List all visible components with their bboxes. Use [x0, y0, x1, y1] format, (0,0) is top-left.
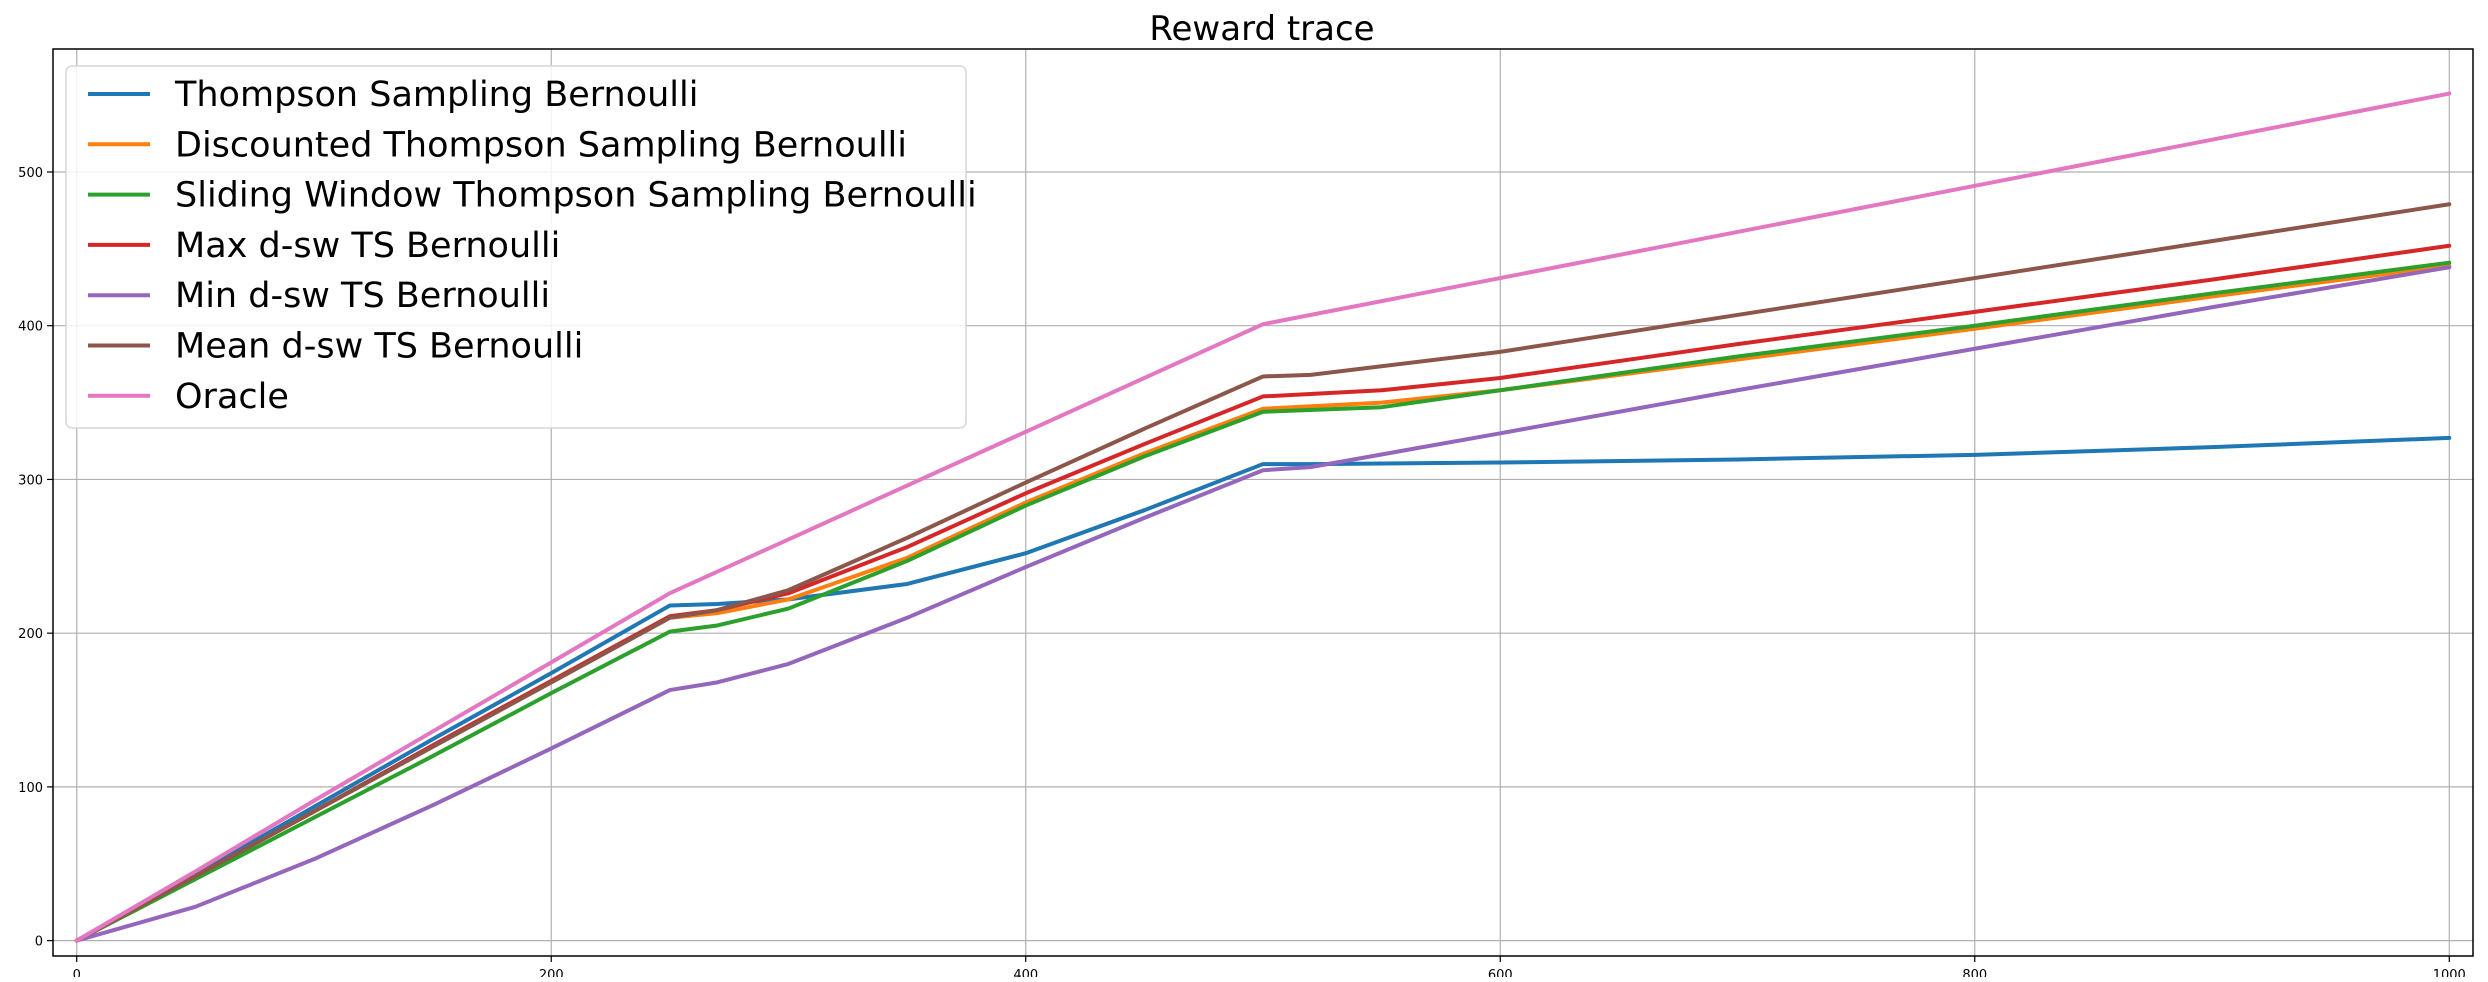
- legend-label-3: Max d-sw TS Bernoulli: [175, 226, 560, 266]
- x-tick-label: 1000: [2433, 968, 2466, 977]
- y-tick-label: 500: [18, 166, 43, 181]
- legend-label-5: Mean d-sw TS Bernoulli: [175, 327, 583, 367]
- x-tick-label: 0: [73, 968, 81, 977]
- legend-label-0: Thompson Sampling Bernoulli: [174, 75, 698, 115]
- x-tick-label: 400: [1013, 968, 1038, 977]
- legend-label-6: Oracle: [175, 377, 289, 417]
- y-tick-label: 200: [18, 627, 43, 642]
- series-line-4: [74, 265, 2452, 943]
- axes-frame: [52, 48, 2474, 957]
- x-tick-label: 600: [1488, 968, 1513, 977]
- legend-label-4: Min d-sw TS Bernoulli: [175, 276, 550, 316]
- legend-label-1: Discounted Thompson Sampling Bernoulli: [175, 125, 907, 165]
- chart-title: Reward trace: [1149, 9, 1374, 49]
- legend-box: [65, 65, 967, 429]
- series-line-2: [74, 260, 2452, 943]
- y-tick-label: 400: [18, 320, 43, 335]
- y-tick-label: 100: [18, 781, 43, 796]
- series-group: [74, 91, 2452, 943]
- ticks: 0 200 400 600 800 1000 0 100 200 300 400 500: [18, 166, 2466, 982]
- series-line-0: [74, 435, 2452, 943]
- series-line-6: [74, 91, 2452, 943]
- y-tick-label: 300: [18, 473, 43, 488]
- legend: Thompson Sampling Bernoulli Discounted Th…: [65, 65, 977, 429]
- x-tick-label: 800: [1962, 968, 1987, 977]
- legend-label-2: Sliding Window Thompson Sampling Bernoul…: [175, 176, 977, 216]
- x-tick-label: 200: [539, 968, 564, 977]
- series-line-5: [74, 202, 2452, 943]
- y-tick-label: 0: [35, 935, 43, 950]
